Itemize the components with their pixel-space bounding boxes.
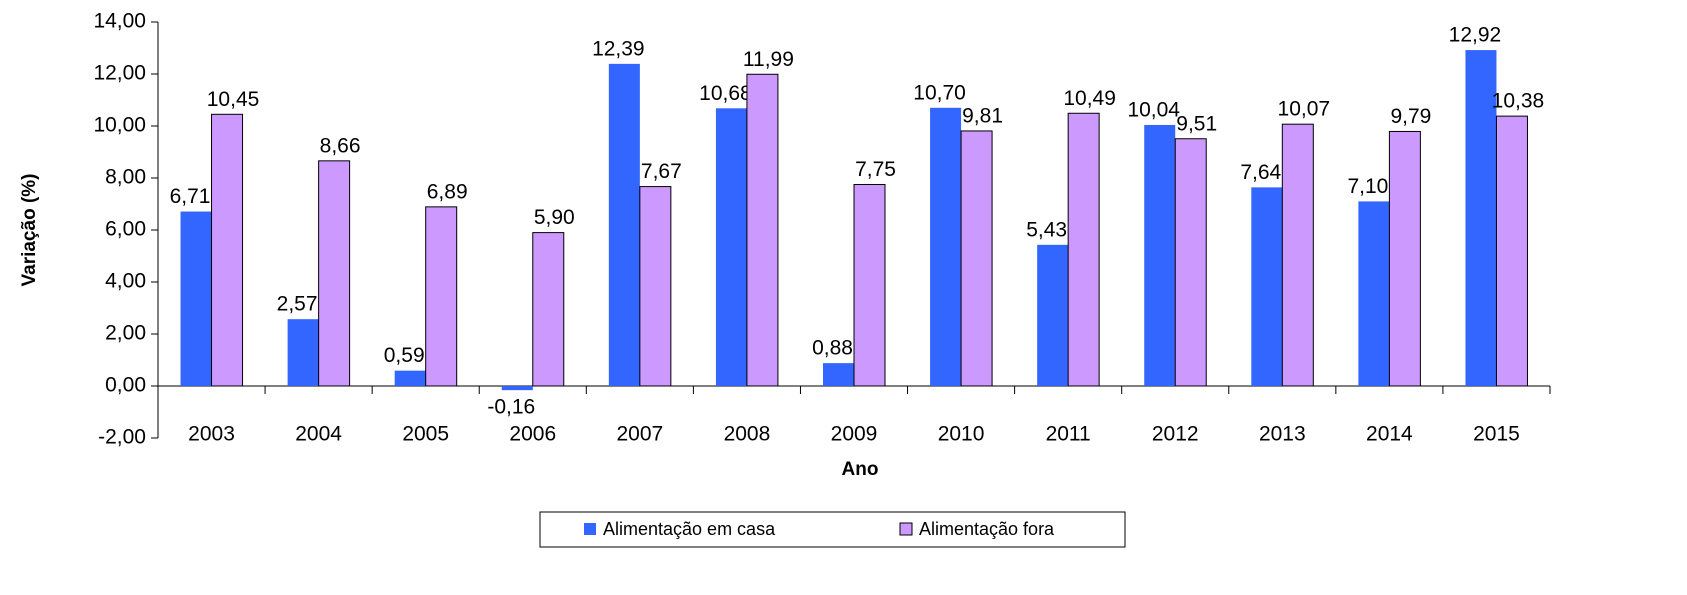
bar [1037,244,1069,386]
bar [1174,138,1207,387]
data-label: 2,57 [277,293,318,316]
bar [1495,115,1528,387]
x-tick-label: 2013 [1259,423,1306,446]
legend-swatch [584,523,596,535]
y-tick-label: 6,00 [105,218,146,241]
y-axis-title: Variação (%) [19,174,40,287]
x-tick-label: 2005 [402,423,449,446]
bar [425,206,458,387]
data-label: 9,51 [1176,112,1217,135]
data-label: 10,38 [1492,90,1545,113]
x-tick-label: 2015 [1473,423,1520,446]
legend-swatch [899,522,913,536]
data-label: 6,89 [427,180,468,203]
data-label: 5,90 [534,206,575,229]
data-label: 5,43 [1026,218,1067,241]
bar [823,363,854,386]
x-tick-label: 2008 [724,423,771,446]
y-tick-label: 4,00 [105,270,146,293]
x-tick-label: 2011 [1046,423,1091,446]
bar [180,211,212,386]
bar [853,184,886,387]
bar [318,160,351,387]
bar [1281,123,1314,387]
data-label: 10,07 [1278,98,1331,121]
bar [1144,124,1176,387]
bar [211,113,244,387]
bar [287,319,319,386]
x-tick-label: 2003 [188,423,235,446]
data-label: 12,92 [1449,24,1502,47]
bar [1388,130,1421,387]
data-label: 10,04 [1127,99,1180,122]
data-label: 10,49 [1063,87,1116,110]
data-label: 7,75 [855,158,896,181]
bar [608,63,640,387]
bar [532,232,565,387]
data-label: 11,99 [743,48,794,71]
x-tick-label: 2014 [1366,423,1413,446]
y-tick-label: -2,00 [98,426,146,449]
data-label: 0,88 [812,337,853,360]
y-tick-label: 8,00 [105,166,146,189]
data-label: 6,71 [170,185,211,208]
y-tick-label: 2,00 [105,322,146,345]
x-tick-label: 2010 [938,423,985,446]
bar [394,370,426,386]
bar [1358,201,1390,386]
bar [1067,112,1100,387]
bar [960,130,993,387]
y-tick-label: 12,00 [93,62,146,85]
data-label: 12,39 [592,37,645,60]
data-label: 7,10 [1347,175,1388,198]
y-tick-label: 10,00 [93,114,146,137]
x-axis-title: Ano [842,459,879,480]
data-label: 9,79 [1390,105,1431,128]
x-tick-label: 2009 [831,423,878,446]
bar [746,73,779,387]
data-label: 10,68 [699,82,752,105]
legend-box [539,511,1126,548]
data-label: 7,64 [1240,161,1281,184]
bar [930,107,962,387]
x-tick-label: 2007 [616,423,663,446]
x-tick-label: 2004 [295,423,342,446]
legend-label: Alimentação em casa [603,519,776,539]
data-label: 10,45 [207,88,260,111]
y-tick-label: 0,00 [105,374,146,397]
bar [1251,187,1283,386]
y-tick-label: 14,00 [93,10,146,33]
bar [715,108,747,386]
data-label: 7,67 [641,160,682,183]
bar [1465,50,1497,387]
legend-label: Alimentação fora [919,519,1055,539]
x-tick-label: 2012 [1152,423,1199,446]
x-tick-label: 2006 [509,423,556,446]
data-label: 0,59 [384,344,425,367]
data-label: 9,81 [962,104,1003,127]
data-label: 10,70 [913,81,966,104]
data-label: 8,66 [320,134,361,157]
bar [501,386,533,391]
bar [639,186,672,387]
data-label: -0,16 [487,396,535,419]
